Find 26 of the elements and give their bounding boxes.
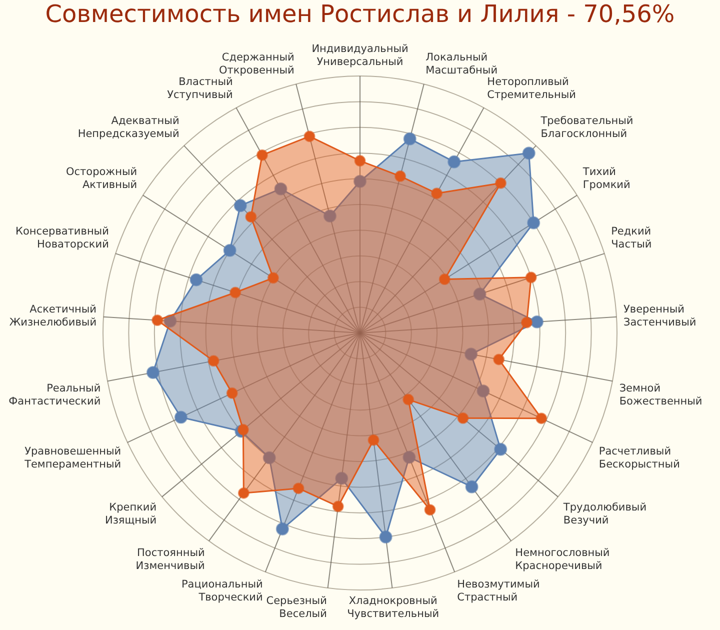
spoke-label: Крепкий Изящный	[104, 502, 157, 527]
spoke-label: Немногословный Красноречивый	[515, 546, 610, 572]
spoke-label: Тихий Громкий	[582, 166, 630, 191]
spoke-label: Уверенный Застенчивый	[623, 304, 696, 329]
spoke-label: Аскетичный Жизнелюбивый	[9, 304, 97, 329]
spoke-label: Хладнокровный Чувствительный	[347, 595, 440, 620]
spoke-label: Индивидуальный Универсальный	[312, 43, 408, 68]
spoke-label: Неторопливый Стремительный	[487, 76, 576, 101]
spoke-label: Локальный Масштабный	[426, 52, 498, 77]
spoke-label: Консервативный Новаторский	[16, 226, 109, 251]
spoke-label: Осторожный Активный	[66, 166, 138, 191]
spoke-label: Постоянный Изменчивый	[136, 546, 205, 572]
spoke-label: Реальный Фантастический	[8, 382, 101, 408]
spoke-label: Адекватный Непредсказуемый	[78, 114, 180, 140]
spoke-label: Серьезный Веселый	[266, 595, 327, 620]
spoke-label: Расчетливый Бескорыстный	[598, 446, 680, 471]
spoke-label: Земной Божественный	[619, 382, 702, 408]
chart-title: Совместимость имен Ростислав и Лилия - 70,56%	[44, 0, 676, 30]
spoke-label: Требовательный Благосклонный	[540, 114, 634, 140]
spoke-label: Редкий Частый	[611, 226, 652, 251]
spoke-label: Трудолюбивый Везучий	[562, 502, 647, 527]
spoke-label: Невозмутимый Страстный	[457, 578, 540, 604]
spoke-label: Рациональный Творческий	[181, 578, 263, 604]
spoke-label: Уравновешенный Темпераментный	[24, 446, 122, 471]
spoke-label: Сдержанный Откровенный	[219, 52, 294, 77]
spoke-label: Властный Уступчивый	[167, 76, 233, 101]
